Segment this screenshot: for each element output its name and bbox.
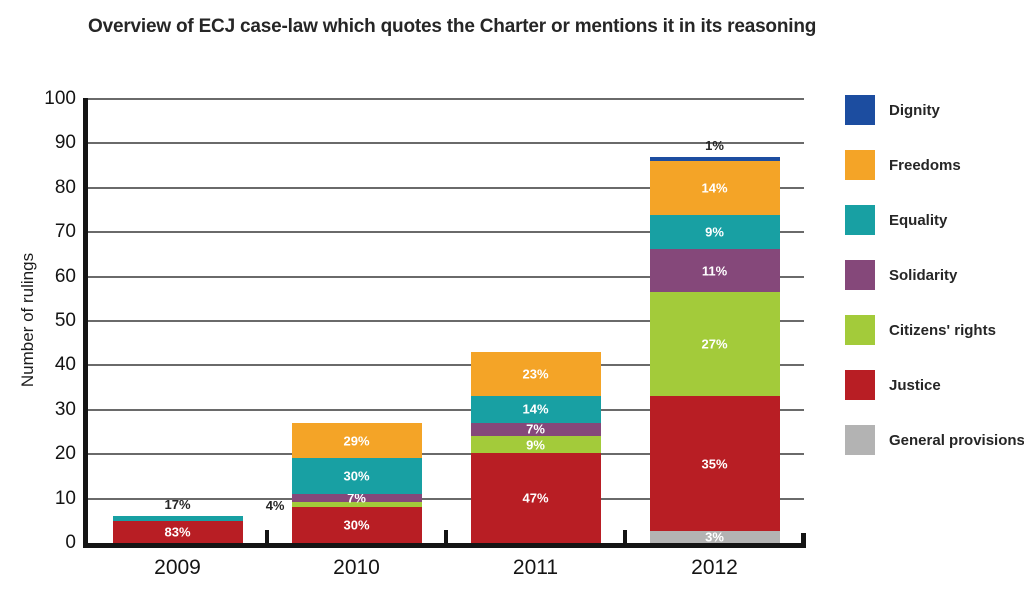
- gridline-60: [88, 275, 804, 278]
- legend-swatch: [845, 315, 875, 345]
- bar-segment-2009-Equality: [112, 516, 243, 521]
- y-tick-label-0: 0: [65, 532, 76, 553]
- bar-segment-2011-Solidarity: 7%: [470, 421, 601, 437]
- bar-segment-2010-Equality: 30%: [291, 457, 422, 494]
- legend-swatch: [845, 95, 875, 125]
- legend-swatch: [845, 150, 875, 180]
- legend-item-freedoms: Freedoms: [845, 150, 961, 180]
- bar-segment-2012-Solidarity: 11%: [649, 249, 780, 292]
- chart-title: Overview of ECJ case-law which quotes th…: [88, 16, 817, 37]
- legend-item-general-provisions: General provisions: [845, 425, 1024, 455]
- y-tick-label-80: 80: [54, 176, 76, 198]
- y-tick-label-50: 50: [54, 310, 76, 331]
- gridline-20: [88, 453, 804, 456]
- segment-label: 27%: [701, 336, 728, 352]
- segment-label: 9%: [705, 224, 724, 240]
- legend-item-equality: Equality: [845, 205, 947, 235]
- segment-label: 3%: [705, 529, 724, 545]
- gridline-80: [88, 186, 804, 189]
- segment-label-outside: 4%: [265, 497, 285, 513]
- gridline-40: [88, 364, 804, 367]
- category-boundary-tick: [265, 530, 269, 543]
- legend-label: Citizens' rights: [889, 321, 996, 339]
- y-axis-line: [83, 98, 88, 548]
- segment-label: 7%: [347, 490, 366, 506]
- bar-segment-2011-Citizens' rights: 9%: [470, 436, 601, 454]
- bar-segment-2010-Solidarity: 7%: [291, 491, 422, 506]
- legend-swatch: [845, 425, 875, 455]
- gridline-70: [88, 231, 804, 234]
- x-tick-label-2009: 2009: [154, 556, 201, 579]
- y-tick-label-20: 20: [54, 443, 76, 465]
- category-boundary-tick: [623, 530, 627, 543]
- y-tick-label-100: 100: [44, 88, 76, 109]
- legend-label: Solidarity: [889, 266, 958, 284]
- segment-label-outside: 1%: [705, 137, 724, 153]
- legend-item-solidarity: Solidarity: [845, 260, 957, 290]
- legend-label: Dignity: [889, 101, 940, 119]
- bar-segment-2010-Freedoms: 29%: [291, 423, 422, 458]
- legend-label: Freedoms: [889, 156, 961, 174]
- legend-swatch: [845, 370, 875, 400]
- bar-column-2010: 30% 4% 7% 30% 29%: [266, 99, 422, 543]
- x-axis-line: [83, 533, 806, 548]
- segment-label: 30%: [343, 468, 370, 484]
- gridline-100: [88, 98, 804, 100]
- segment-label-outside: 17%: [164, 497, 191, 513]
- plot-area: 83% 17% 30% 4% 7% 30% 29% 47% 9% 7% 14% 23% 3% 35% 27%…: [83, 98, 806, 548]
- category-boundary-tick: [444, 530, 448, 543]
- bar-segment-2011-Freedoms: 23%: [470, 352, 601, 396]
- legend-label: General provisions: [889, 431, 1024, 449]
- bar-segment-2009-Justice: 83%: [112, 520, 243, 543]
- bar-segment-2011-Justice: 47%: [470, 453, 601, 543]
- x-tick-label-2012: 2012: [691, 556, 738, 579]
- legend-label: Justice: [889, 376, 941, 394]
- segment-label: 7%: [526, 421, 545, 437]
- bar-segment-2012-Justice: 35%: [649, 396, 780, 532]
- legend-item-dignity: Dignity: [845, 95, 940, 125]
- legend-item-justice: Justice: [845, 370, 941, 400]
- segment-label: 35%: [701, 456, 728, 472]
- legend-swatch: [845, 205, 875, 235]
- y-tick-label-60: 60: [54, 265, 76, 287]
- bar-column-2009: 83% 17%: [112, 99, 243, 543]
- x-tick-label-2011: 2011: [512, 556, 559, 579]
- gridline-90: [88, 142, 804, 145]
- bar-segment-2012-Freedoms: 14%: [649, 160, 780, 215]
- legend-swatch: [845, 260, 875, 290]
- bar-segment-2011-Equality: 14%: [470, 396, 601, 423]
- y-tick-label-40: 40: [54, 354, 76, 376]
- y-tick-label-10: 10: [54, 487, 76, 509]
- gridline-50: [88, 320, 804, 322]
- segment-label: 23%: [522, 366, 549, 382]
- gridline-10: [88, 497, 804, 500]
- y-tick-label-30: 30: [54, 398, 76, 420]
- gridline-30: [88, 408, 804, 411]
- segment-label: 30%: [343, 517, 370, 533]
- x-axis-end-tick: [801, 533, 806, 548]
- x-tick-label-2010: 2010: [333, 556, 380, 579]
- bar-column-2012: 3% 35% 27% 11% 9% 14% 1%: [649, 99, 780, 545]
- bar-segment-2012-Citizens' rights: 27%: [649, 291, 780, 397]
- bar-segment-2012-General provisions: 3%: [649, 529, 780, 545]
- segment-label: 47%: [522, 490, 549, 506]
- segment-label: 9%: [526, 437, 545, 453]
- segment-label: 14%: [701, 180, 728, 196]
- bar-segment-2012-Dignity: [649, 156, 780, 161]
- legend-label: Equality: [889, 211, 948, 229]
- bar-column-2011: 47% 9% 7% 14% 23%: [470, 99, 601, 543]
- segment-label: 11%: [701, 263, 728, 279]
- y-tick-label-90: 90: [54, 132, 76, 154]
- segment-label: 29%: [343, 433, 370, 449]
- bar-segment-2010-Citizens' rights: [291, 502, 422, 508]
- bar-segment-2010-Justice: 30%: [291, 507, 422, 543]
- legend-item-citizens-rights: Citizens' rights: [845, 315, 996, 345]
- y-tick-label-70: 70: [54, 221, 76, 243]
- bar-segment-2012-Equality: 9%: [649, 214, 780, 250]
- segment-label: 83%: [164, 524, 191, 540]
- segment-label: 14%: [522, 401, 549, 417]
